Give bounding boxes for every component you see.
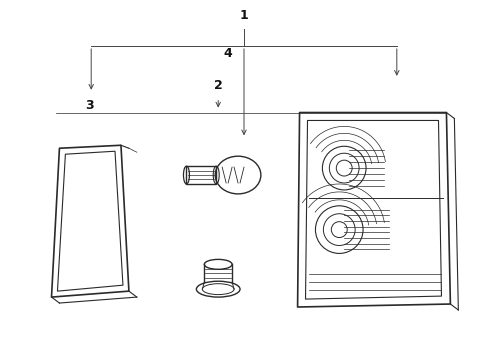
Bar <box>186 166 216 184</box>
Text: 4: 4 <box>224 47 232 60</box>
Text: 3: 3 <box>85 99 93 112</box>
Text: 1: 1 <box>239 9 248 22</box>
Text: 2: 2 <box>213 79 222 92</box>
